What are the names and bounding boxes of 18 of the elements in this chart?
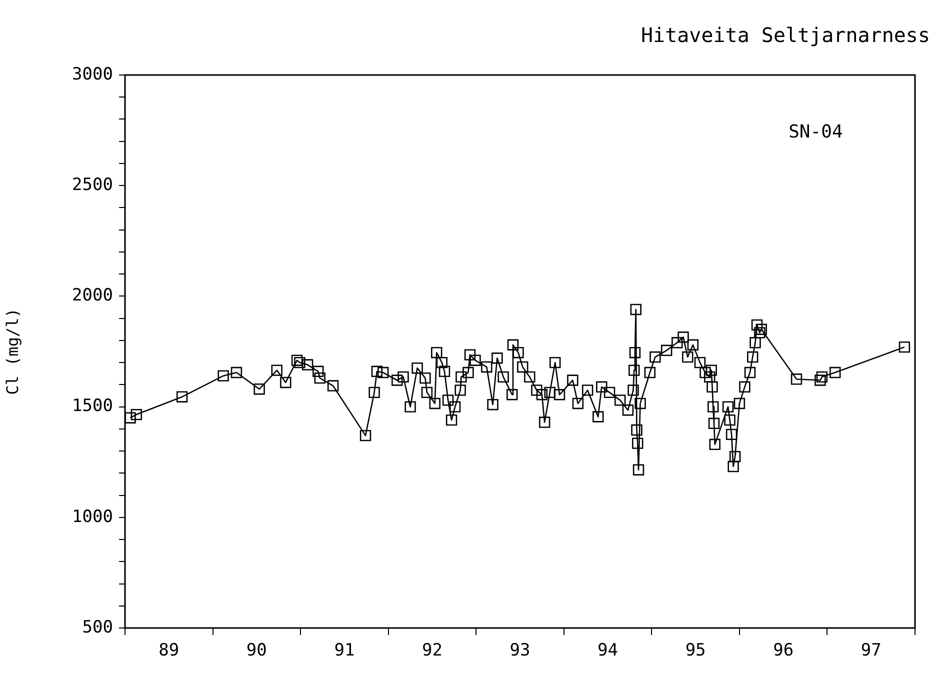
x-tick-label: 95 bbox=[685, 640, 706, 661]
annotation: SN-04 bbox=[788, 122, 843, 143]
x-tick-label: 90 bbox=[246, 640, 267, 661]
y-tick-label: 2500 bbox=[72, 175, 113, 196]
x-tick-label: 92 bbox=[422, 640, 442, 661]
x-tick-label: 97 bbox=[860, 640, 882, 661]
x-tick-label: 91 bbox=[334, 640, 355, 661]
y-tick-label: 2000 bbox=[72, 286, 113, 306]
x-tick-label: 96 bbox=[773, 640, 794, 661]
y-tick-label: 500 bbox=[82, 617, 113, 638]
x-tick-label: 89 bbox=[158, 640, 180, 661]
chart-title: Hitaveita Seltjarnarness bbox=[641, 23, 930, 47]
x-tick-label: 94 bbox=[598, 640, 618, 661]
x-tick-label: 93 bbox=[510, 640, 530, 661]
y-axis-title: Cl (mg/l) bbox=[2, 308, 22, 395]
y-tick-label: 3000 bbox=[72, 64, 113, 84]
y-tick-label: 1000 bbox=[72, 506, 113, 527]
y-tick-label: 1500 bbox=[72, 396, 113, 416]
